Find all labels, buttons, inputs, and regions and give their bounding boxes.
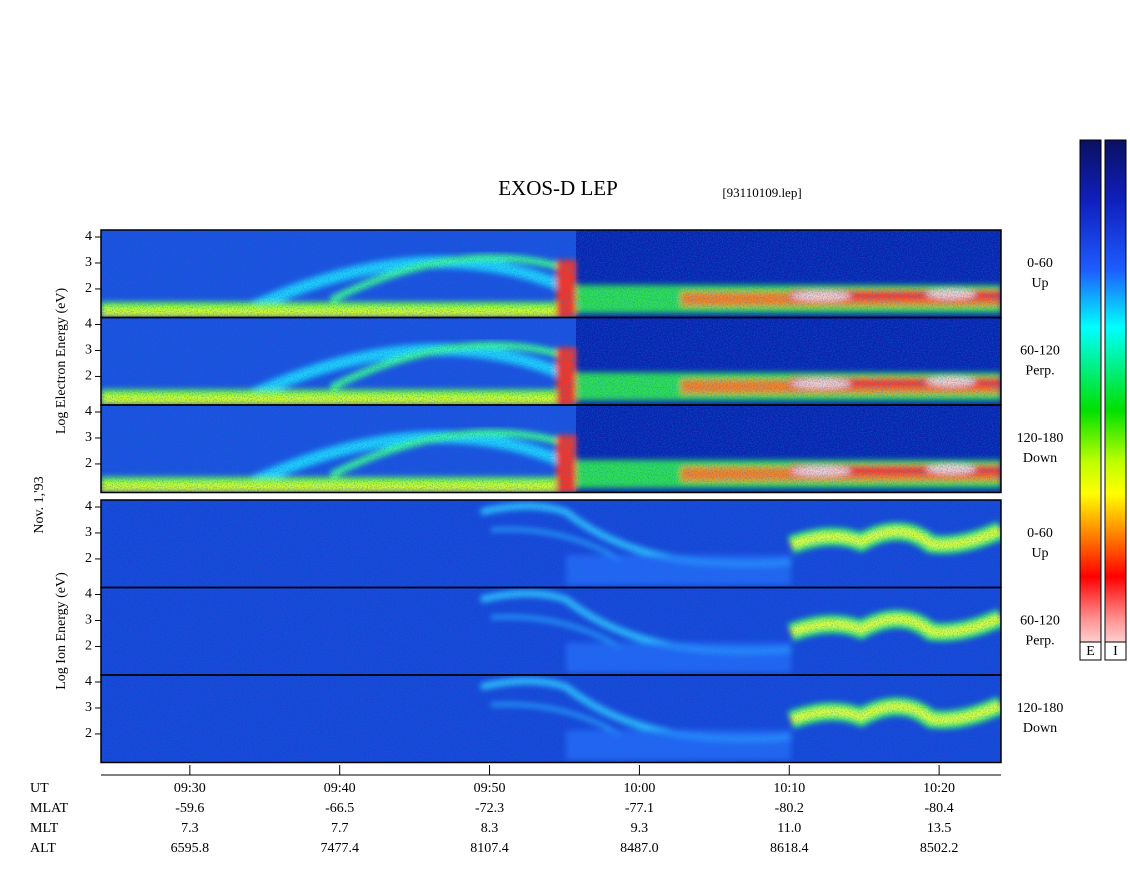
panel-label: Down (1023, 451, 1057, 466)
colorbar-label: I (1113, 644, 1118, 659)
ephemeris-value: -80.4 (925, 801, 954, 816)
y-axis-label: Log Ion Energy (eV) (54, 572, 69, 690)
panel-label: Up (1031, 546, 1048, 561)
ephemeris-value: 6595.8 (171, 841, 210, 856)
y-tick-label: 3 (85, 525, 92, 540)
ephemeris-value: 8487.0 (620, 841, 659, 856)
row-label: MLAT (30, 801, 69, 816)
panel-label: Down (1023, 721, 1057, 736)
y-tick-label: 4 (85, 317, 92, 332)
y-tick-label: 4 (85, 587, 92, 602)
ephemeris-value: -59.6 (175, 801, 204, 816)
y-tick-label: 3 (85, 343, 92, 358)
row-label: UT (30, 781, 49, 796)
x-tick-label: 10:20 (923, 781, 955, 796)
y-tick-label: 2 (85, 456, 92, 471)
date-label: Nov. 1,'93 (32, 476, 47, 533)
panel-label: 120-180 (1017, 701, 1064, 716)
y-tick-label: 3 (85, 430, 92, 445)
ephemeris-value: 8107.4 (470, 841, 509, 856)
ephemeris-value: 8.3 (481, 821, 499, 836)
y-axis-label: Log Electron Energy (eV) (54, 288, 69, 435)
ephemeris-value: 8502.2 (920, 841, 959, 856)
row-label: ALT (30, 841, 56, 856)
y-tick-label: 2 (85, 281, 92, 296)
ephemeris-value: -66.5 (325, 801, 354, 816)
y-tick-label: 4 (85, 404, 92, 419)
y-tick-label: 2 (85, 639, 92, 654)
ephemeris-value: 11.0 (777, 821, 801, 836)
colorbar-label-box (1104, 641, 1127, 661)
y-tick-label: 3 (85, 613, 92, 628)
panel-label: Perp. (1025, 633, 1054, 648)
ephemeris-value: 7477.4 (320, 841, 359, 856)
ephemeris-value: 7.3 (181, 821, 199, 836)
ephemeris-value: -77.1 (625, 801, 654, 816)
spectrogram (101, 318, 1001, 406)
spectrogram (101, 588, 1001, 676)
spectrogram (101, 230, 1001, 318)
ephemeris-value: 9.3 (631, 821, 649, 836)
ephemeris-value: -72.3 (475, 801, 504, 816)
panel-label: 120-180 (1017, 431, 1064, 446)
spectrogram (101, 500, 1001, 588)
file-label: [93110109.lep] (722, 185, 801, 200)
panel-label: 0-60 (1027, 256, 1053, 271)
y-tick-label: 3 (85, 255, 92, 270)
y-tick-label: 2 (85, 726, 92, 741)
y-tick-label: 2 (85, 369, 92, 384)
chart-title: EXOS-D LEP (498, 176, 618, 200)
ephemeris-value: 7.7 (331, 821, 349, 836)
y-tick-label: 4 (85, 674, 92, 689)
ephemeris-value: -80.2 (775, 801, 804, 816)
ephemeris-value: 8618.4 (770, 841, 809, 856)
y-tick-label: 2 (85, 551, 92, 566)
y-tick-label: 4 (85, 229, 92, 244)
panel-label: 60-120 (1020, 343, 1060, 358)
x-tick-label: 09:50 (474, 781, 506, 796)
x-tick-label: 10:00 (623, 781, 655, 796)
colorbar (1104, 139, 1127, 661)
y-tick-label: 4 (85, 499, 92, 514)
y-tick-label: 3 (85, 700, 92, 715)
colorbar-label-box (1079, 641, 1102, 661)
panel-frame (100, 404, 1002, 494)
spectrogram (101, 675, 1001, 763)
panel-label: 60-120 (1020, 613, 1060, 628)
colorbar (1079, 139, 1102, 661)
spectrogram (101, 405, 1001, 493)
panel-label: Perp. (1025, 363, 1054, 378)
panel-frame (100, 674, 1002, 764)
colorbar-label: E (1086, 644, 1095, 659)
panel-label: 0-60 (1027, 526, 1053, 541)
panel-label: Up (1031, 276, 1048, 291)
row-label: MLT (30, 821, 59, 836)
x-tick-label: 09:30 (174, 781, 206, 796)
x-tick-label: 09:40 (324, 781, 356, 796)
ephemeris-value: 13.5 (927, 821, 952, 836)
x-tick-label: 10:10 (773, 781, 805, 796)
